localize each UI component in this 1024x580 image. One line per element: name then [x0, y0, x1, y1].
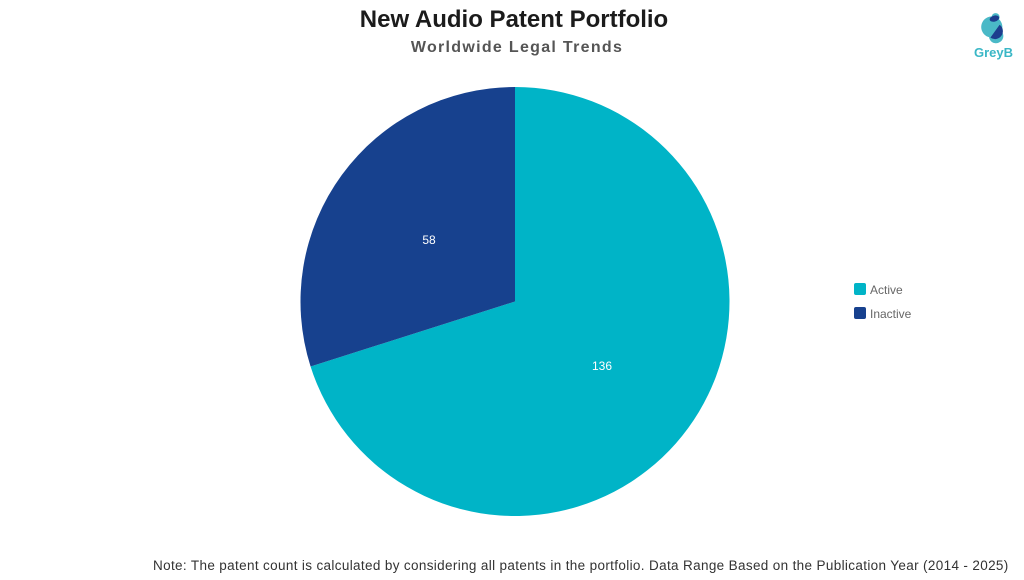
- svg-text:GreyB: GreyB: [974, 45, 1013, 60]
